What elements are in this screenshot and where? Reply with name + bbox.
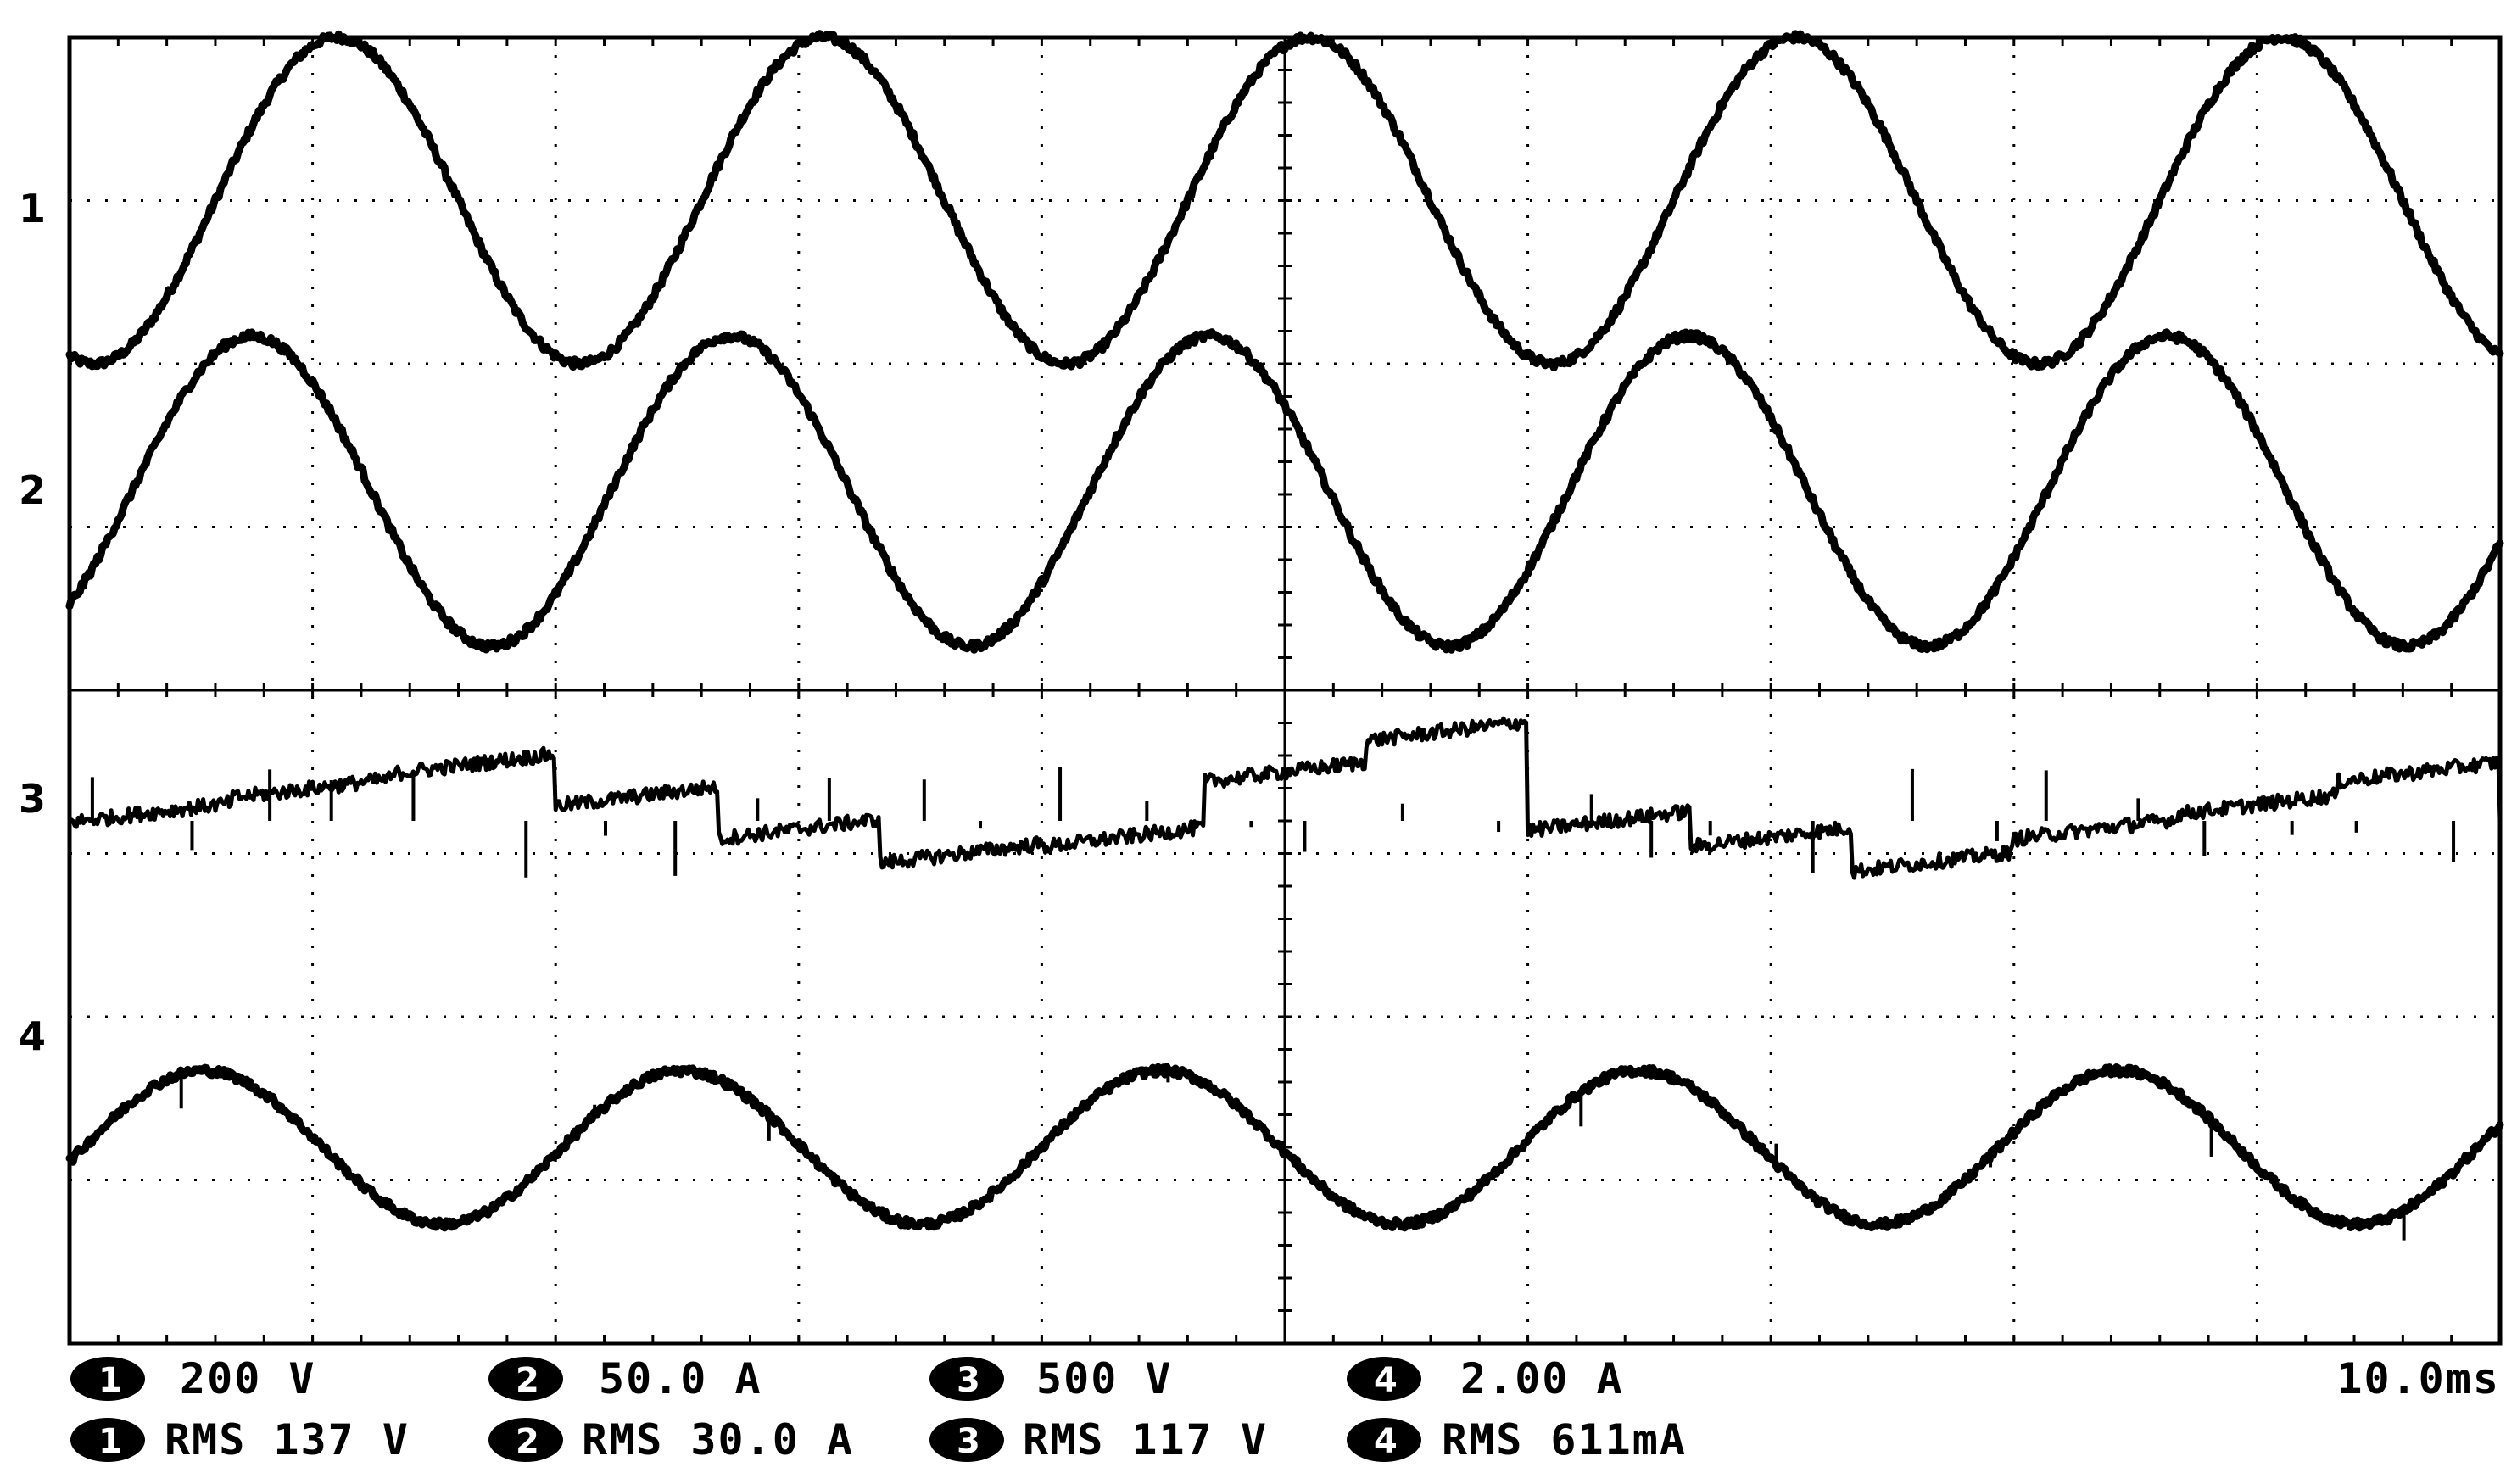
- ch1-rms: RMS 137 V: [165, 1415, 410, 1464]
- ch3-badge-number: 3: [957, 1361, 980, 1400]
- ch4-rms-readout: 4 RMS 611mA: [1347, 1415, 1687, 1464]
- ch1-badge-number: 1: [98, 1361, 122, 1400]
- screen-frame: [67, 35, 2503, 1346]
- channel-2-trace: [65, 328, 2504, 654]
- channel-4-trace: [65, 1063, 2504, 1232]
- ch3-rms-readout: 3 RMS 117 V: [929, 1415, 1268, 1464]
- ch4-scale-readout: 4 2.00 A: [1347, 1354, 1624, 1403]
- rms-readouts: 1 RMS 137 V 2 RMS 30.0 A 3 RMS 117 V 4 R…: [70, 1415, 1687, 1464]
- ch1-scale: 200 V: [180, 1354, 316, 1403]
- ch4-rms: RMS 611mA: [1442, 1415, 1687, 1464]
- ch2-rms: RMS 30.0 A: [582, 1415, 854, 1464]
- timebase-readout: 10.0ms: [2336, 1354, 2500, 1403]
- ch3-badge: [929, 1357, 1004, 1401]
- ch3-scale: 500 V: [1036, 1354, 1173, 1403]
- ch2-rms-readout: 2 RMS 30.0 A: [488, 1415, 854, 1464]
- ch1-badge: [70, 1357, 145, 1401]
- ch2-badge-number: 2: [516, 1361, 539, 1400]
- channel-4-label: 4: [19, 1013, 46, 1059]
- channel-1-trace: [65, 30, 2504, 372]
- scale-readouts: 1 200 V 2 50.0 A 3 500 V 4 2.00 A 10.0ms: [70, 1354, 2500, 1403]
- ch3-rms-badge: [929, 1418, 1004, 1462]
- ch4-badge-number: 4: [1374, 1361, 1398, 1400]
- ch4-rms-badge: [1347, 1418, 1421, 1462]
- ch3-rms: RMS 117 V: [1023, 1415, 1268, 1464]
- ch2-scale: 50.0 A: [599, 1354, 762, 1403]
- ch3-scale-readout: 3 500 V: [929, 1354, 1173, 1403]
- ch3-rms-badge-number: 3: [957, 1422, 980, 1461]
- channel-3-label: 3: [19, 776, 46, 822]
- ch2-rms-badge: [488, 1418, 563, 1462]
- channel-2-label: 2: [19, 467, 46, 513]
- channel-3-trace: [68, 716, 2503, 880]
- ch4-rms-badge-number: 4: [1374, 1422, 1398, 1461]
- ch1-rms-readout: 1 RMS 137 V: [70, 1415, 410, 1464]
- ch2-badge: [488, 1357, 563, 1401]
- channel-1-label: 1: [19, 186, 46, 232]
- ch1-rms-badge: [70, 1418, 145, 1462]
- ch1-rms-badge-number: 1: [98, 1422, 122, 1461]
- ch2-rms-badge-number: 2: [516, 1422, 539, 1461]
- ch2-scale-readout: 2 50.0 A: [488, 1354, 762, 1403]
- ch1-scale-readout: 1 200 V: [70, 1354, 316, 1403]
- ch4-scale: 2.00 A: [1460, 1354, 1624, 1403]
- waveform-traces: [65, 30, 2504, 1241]
- graticule-grid: [68, 36, 2502, 1345]
- ch4-badge: [1347, 1357, 1421, 1401]
